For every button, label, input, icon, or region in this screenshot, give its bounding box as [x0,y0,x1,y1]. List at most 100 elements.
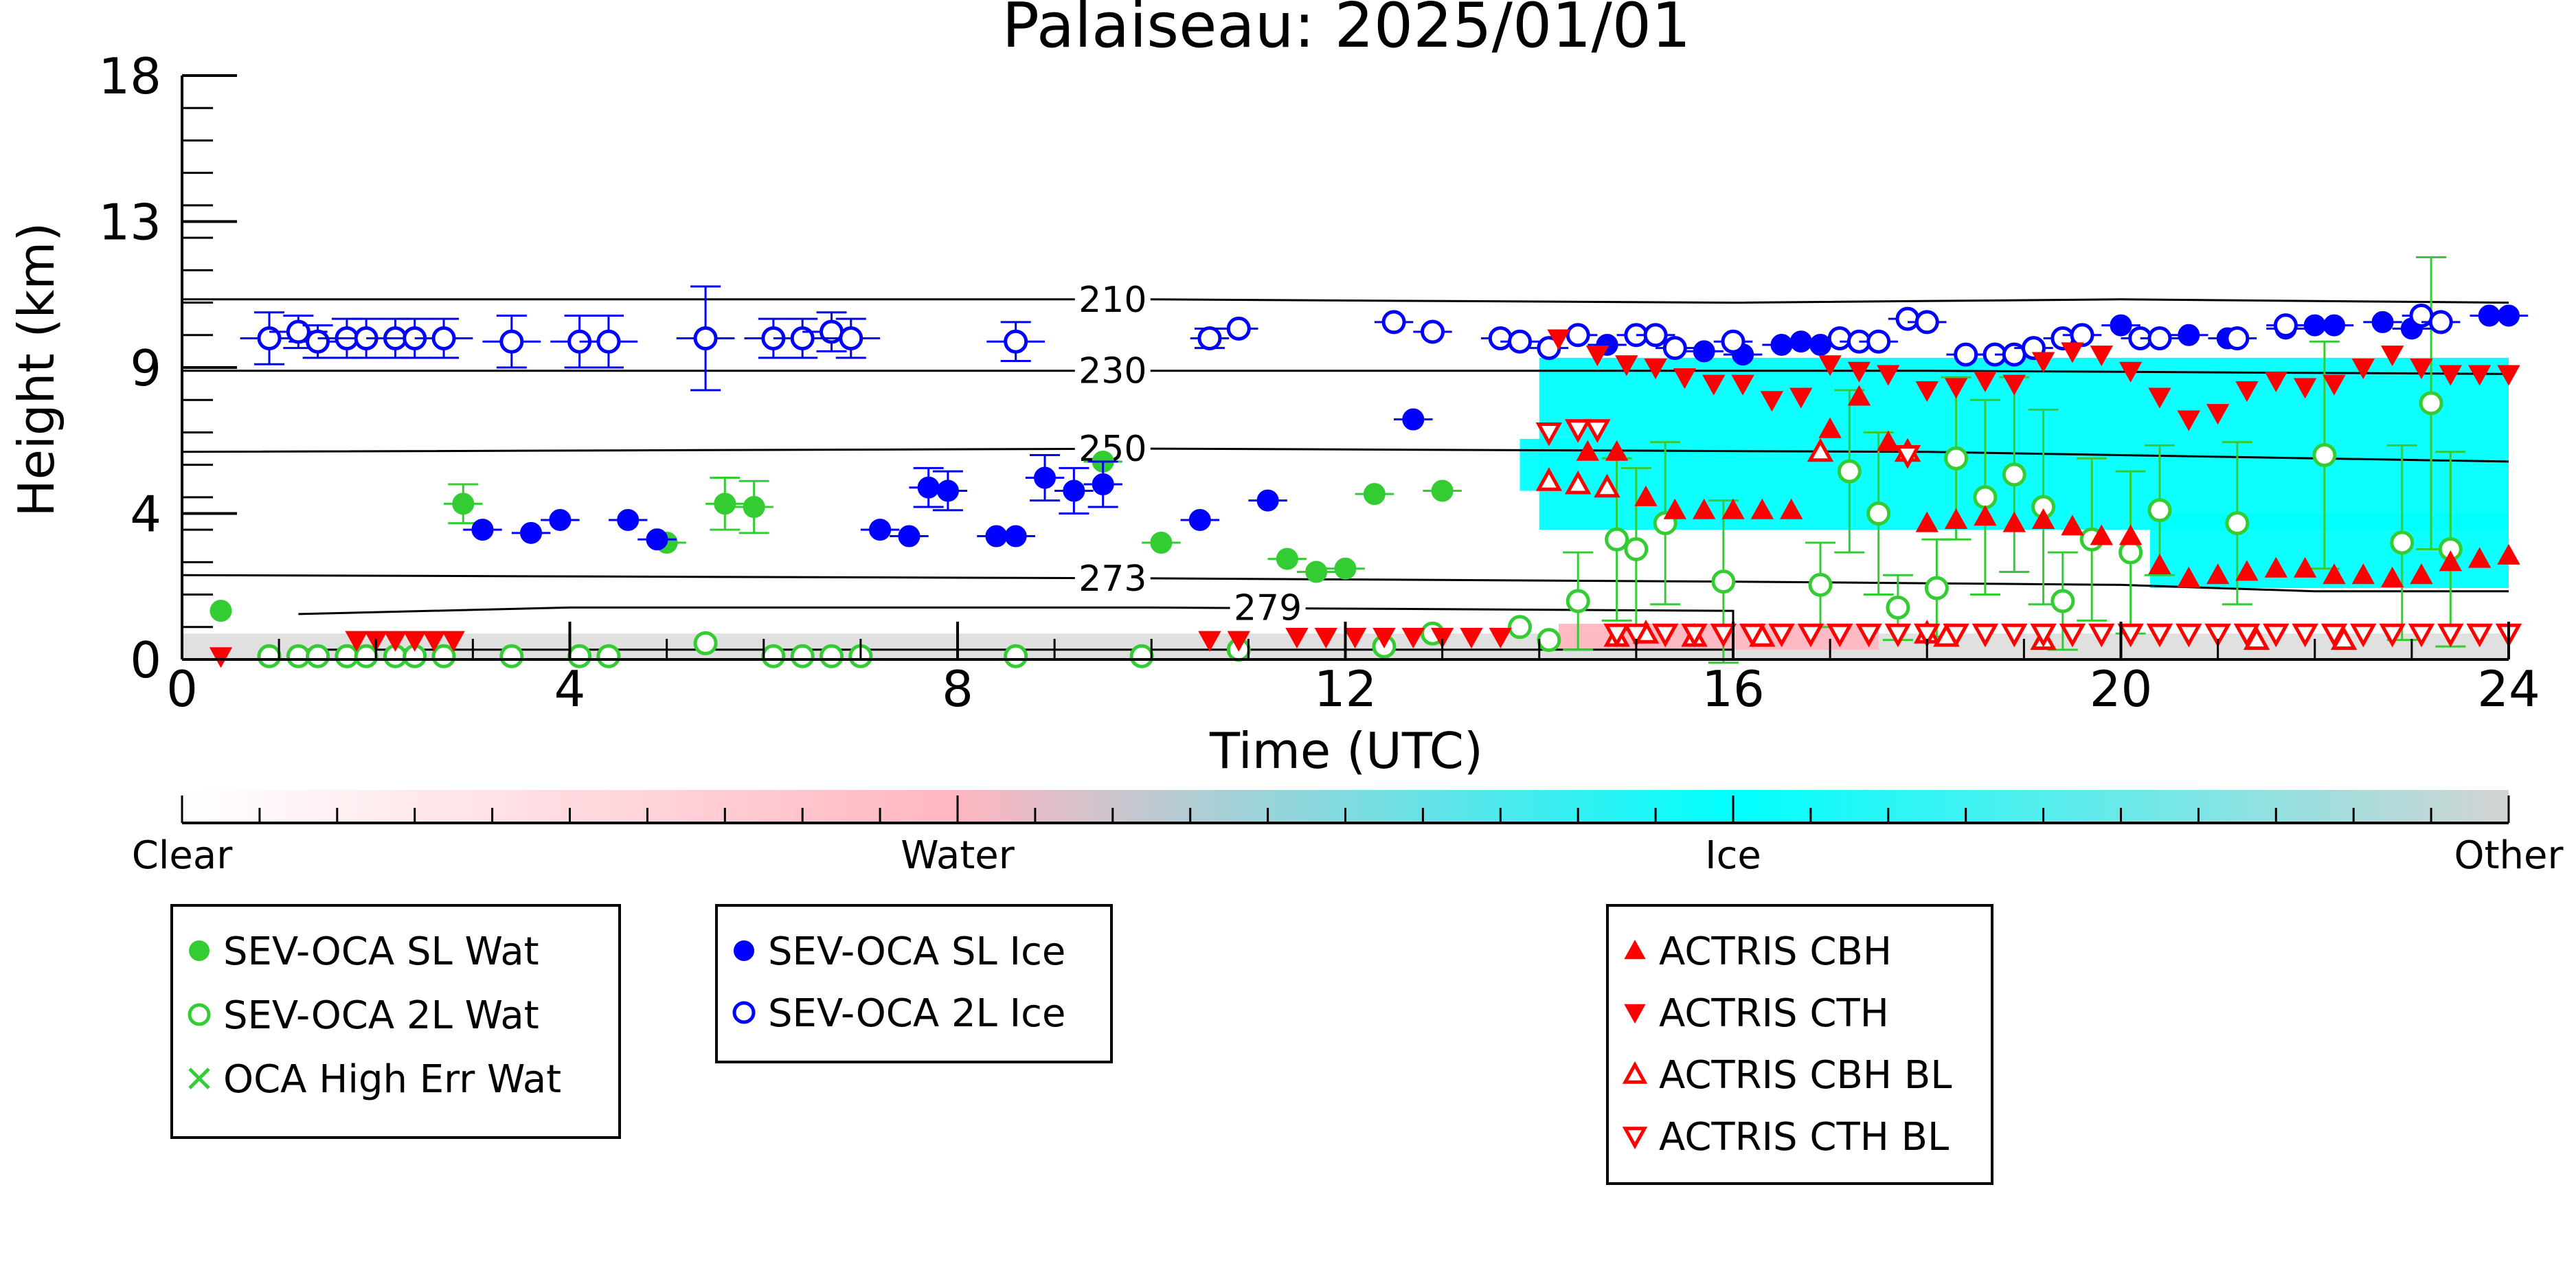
data-point [1770,333,1793,356]
data-point [1943,623,1969,648]
data-point [1702,374,1726,396]
data-point [790,644,815,668]
isotherm-250 [181,447,2509,463]
data-point [1789,330,1812,353]
data-point [2090,346,2113,367]
legend-marker [1624,939,1646,960]
data-point [693,631,718,655]
data-point [1721,329,1745,354]
data-point [1974,505,1997,526]
data-point [2439,550,2463,572]
colorbar-label-other: Other [2454,833,2564,878]
data-point [2059,623,2086,648]
legend-frame [715,904,1113,1063]
data-point [2117,623,2144,648]
legend-label: ACTRIS CTH BL [1659,1115,1949,1160]
legend-marker [1622,1061,1648,1084]
data-point [2002,462,2026,487]
data-point [2031,352,2055,373]
data-point [2439,365,2463,386]
data-point [1401,627,1425,649]
x-tick-label: 4 [554,660,586,718]
data-point [1431,479,1454,502]
data-point [2206,404,2230,425]
data-point [1092,473,1114,495]
data-point [2225,326,2250,350]
data-point [1226,316,1251,341]
data-point [1924,576,1949,600]
data-point [1150,532,1173,554]
data-point [2119,361,2143,383]
data-point [917,476,940,499]
data-point [2178,324,2200,346]
y-tick-label: 4 [130,486,161,543]
data-point [761,644,786,668]
data-point [1285,627,1309,649]
data-point [1914,623,1941,648]
data-point [820,644,844,668]
data-point [1584,419,1611,443]
legend-marker [732,1001,756,1024]
data-point [1944,378,1968,399]
data-point [2263,623,2290,648]
x-tick-label: 16 [1702,660,1765,718]
data-point [335,644,359,668]
data-point [1535,467,1563,491]
data-point [1915,381,1939,403]
legend-box-3: ACTRIS CBH ACTRIS CTH ACTRIS CBH BL ACTRIS … [1606,904,1993,1185]
data-point [1673,368,1697,389]
data-point [2119,524,2143,545]
legend-marker [1622,1127,1648,1150]
data-point [2088,623,2115,648]
data-point [1866,501,1891,526]
data-point [2147,498,2172,523]
data-point [1886,595,1910,620]
data-point [1535,422,1563,447]
data-point [1488,326,1513,350]
data-point [1305,561,1328,583]
data-point [1779,498,1803,519]
data-point [1731,374,1754,396]
data-series [209,256,2529,668]
data-point [2002,511,2026,532]
legend-label: OCA High Err Wat [223,1057,561,1102]
data-point [2410,359,2433,380]
data-point [2323,314,2345,337]
series-actris-cbh [1576,385,2520,587]
data-point [452,493,475,515]
y-tick-label: 0 [130,631,161,689]
legend-marker [734,940,754,961]
data-point [286,644,310,668]
data-point [1489,627,1512,649]
data-point [2408,623,2435,648]
legend-label: SEV-OCA 2L Ice [768,991,1065,1036]
data-point [1895,306,1920,331]
data-point [2390,530,2415,555]
data-point [2273,313,2298,338]
data-point [1808,572,1833,597]
legend-frame [170,904,621,1139]
data-point [2061,342,2084,363]
data-point [1508,329,1533,354]
data-point [257,644,282,668]
data-point [2110,314,2132,337]
data-point [422,631,446,652]
data-point [2293,556,2317,578]
data-point [1692,498,1716,519]
data-point [1847,385,1871,406]
data-point [1537,628,1561,653]
data-point [693,326,718,350]
y-axis-label: Height (km) [8,223,65,517]
data-point [596,329,621,354]
data-point [2031,508,2055,529]
y-tick-label: 18 [98,47,161,105]
data-point [2437,623,2464,648]
data-point [1188,508,1211,531]
legend-marker [189,940,210,961]
data-point [2235,381,2259,403]
isotherm-label-279: 279 [1234,587,1302,629]
x-axis-label: Time (UTC) [1209,722,1483,780]
data-point [2323,563,2346,585]
